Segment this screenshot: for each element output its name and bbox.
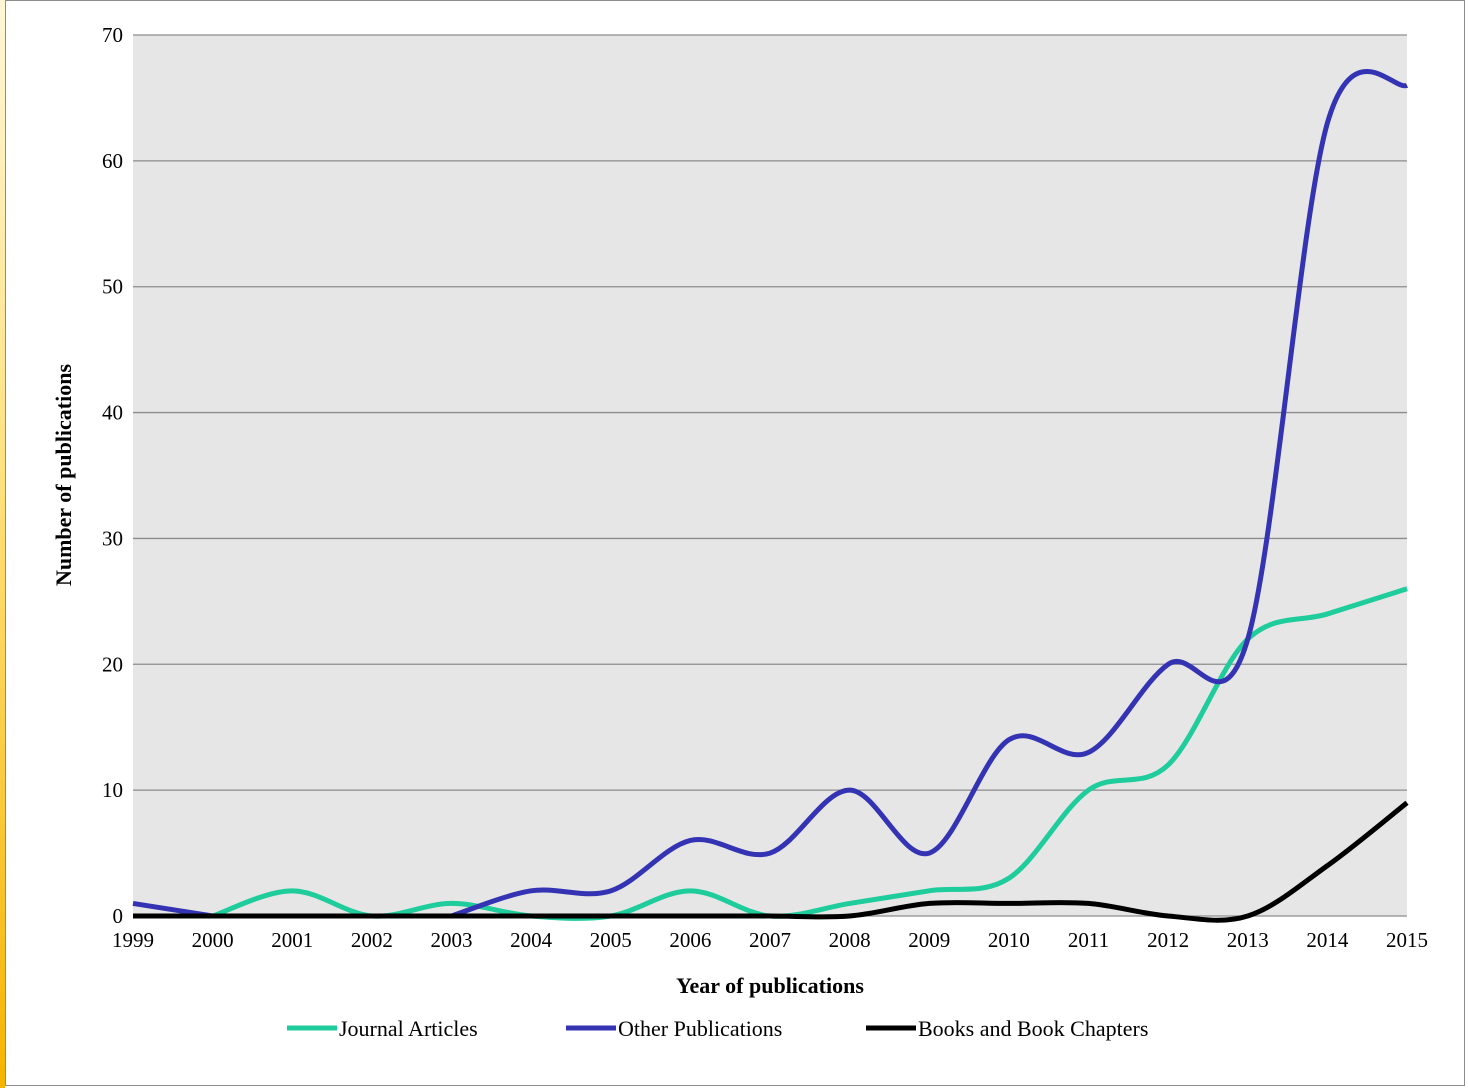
y-tick-label: 0: [113, 904, 124, 928]
y-tick-label: 70: [102, 23, 123, 47]
legend: Journal Articles Other Publications Books …: [287, 1016, 1148, 1041]
legend-label-books-and-book-chapters: Books and Book Chapters: [918, 1016, 1148, 1041]
x-tick-label: 2001: [271, 928, 313, 952]
x-tick-label: 2007: [749, 928, 791, 952]
y-tick-labels: 0 10 20 30 40 50 60 70: [102, 23, 123, 928]
legend-label-other-publications: Other Publications: [618, 1016, 782, 1041]
plot-area: [133, 35, 1407, 916]
x-tick-label: 2014: [1306, 928, 1349, 952]
x-tick-label: 2002: [351, 928, 393, 952]
chart-frame: [5, 0, 1465, 1086]
series-line-books-and-book-chapters: [132, 800, 1409, 923]
y-tick-label: 60: [102, 149, 123, 173]
series-lines: [132, 68, 1409, 923]
x-tick-label: 2006: [669, 928, 711, 952]
x-tick-label: 2012: [1147, 928, 1189, 952]
y-tick-label: 40: [102, 401, 123, 425]
x-tick-label: 2009: [908, 928, 950, 952]
series-line-other-publications: [450, 68, 1409, 919]
x-tick-label: 2003: [431, 928, 473, 952]
x-tick-labels: 1999 2000 2001 2002 2003 2004 2005 2006 2007 2008…: [112, 928, 1428, 952]
x-tick-label: 2015: [1386, 928, 1428, 952]
x-tick-label: 2011: [1068, 928, 1109, 952]
y-tick-label: 30: [102, 526, 123, 550]
x-tick-label: 1999: [112, 928, 154, 952]
y-tick-label: 20: [102, 652, 123, 676]
y-tick-label: 10: [102, 778, 123, 802]
x-tick-label: 2005: [590, 928, 632, 952]
series-line-journal-articles: [211, 586, 1408, 921]
y-axis-title: Number of publications: [51, 364, 76, 587]
x-axis-title: Year of publications: [676, 973, 864, 998]
x-tick-label: 2008: [829, 928, 871, 952]
x-tick-label: 2010: [988, 928, 1030, 952]
x-tick-label: 2013: [1227, 928, 1269, 952]
y-tick-label: 50: [102, 275, 123, 299]
legend-label-journal-articles: Journal Articles: [339, 1016, 478, 1041]
left-decorative-strip: [0, 0, 5, 1088]
x-tick-label: 2000: [192, 928, 234, 952]
x-tick-label: 2004: [510, 928, 553, 952]
